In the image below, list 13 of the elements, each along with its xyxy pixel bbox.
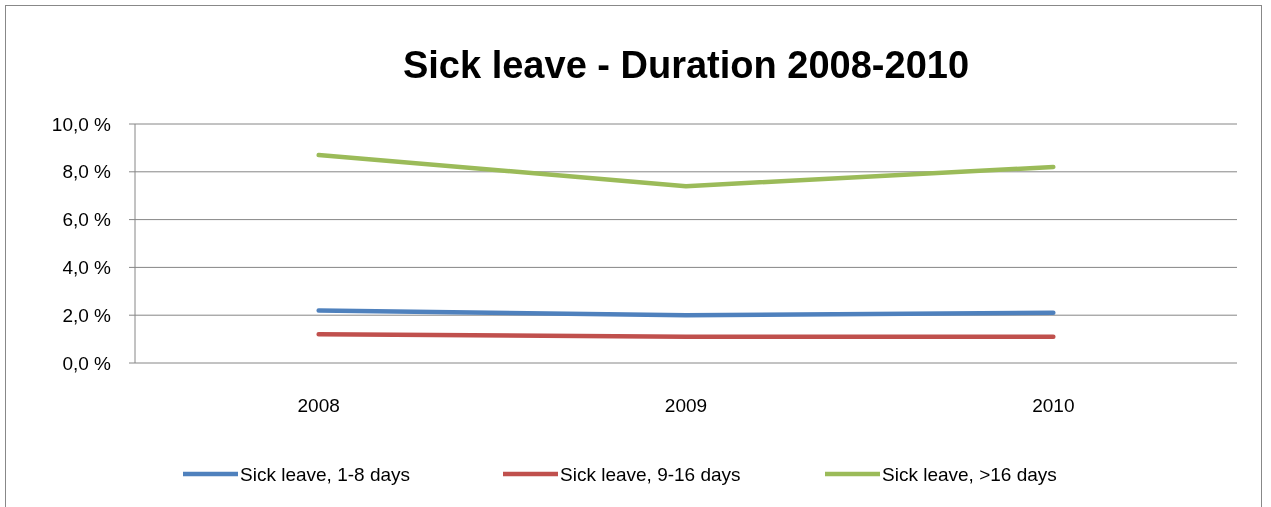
- legend-label: Sick leave, 1-8 days: [240, 463, 411, 485]
- x-tick-label: 2009: [664, 395, 708, 416]
- legend-label: Sick leave, >16 days: [882, 463, 1057, 485]
- x-tick-label: 2008: [297, 395, 340, 416]
- y-tick-label: 4,0 %: [62, 257, 112, 279]
- legend-label: Sick leave, 9-16 days: [560, 463, 741, 485]
- chart-title: Sick leave - Duration 2008-2010: [402, 44, 970, 86]
- y-tick-label: 0,0 %: [62, 352, 112, 374]
- y-tick-label: 8,0 %: [62, 161, 112, 183]
- x-tick-label: 2010: [1032, 395, 1075, 416]
- y-tick-label: 6,0 %: [62, 209, 112, 231]
- y-tick-label: 10,0 %: [51, 113, 112, 135]
- y-tick-label: 2,0 %: [62, 304, 112, 326]
